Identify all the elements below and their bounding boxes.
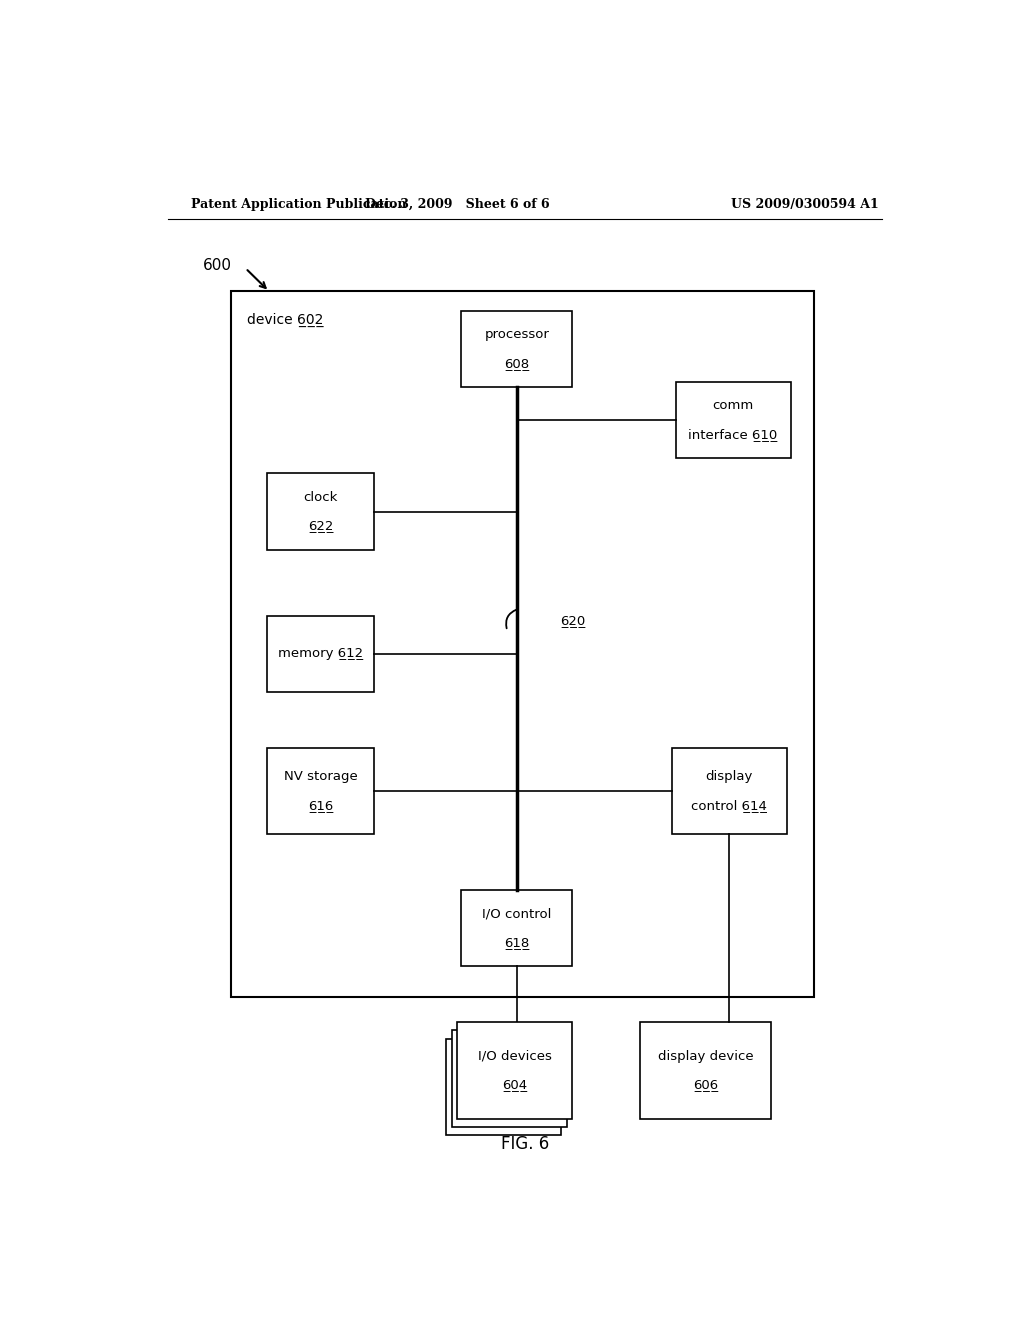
Text: I/O devices: I/O devices bbox=[478, 1049, 552, 1063]
Text: processor: processor bbox=[484, 329, 549, 342]
Text: NV storage: NV storage bbox=[284, 771, 357, 783]
Text: display: display bbox=[706, 771, 753, 783]
Text: 6̲2̲2̲: 6̲2̲2̲ bbox=[308, 519, 333, 532]
Bar bbox=[231, 290, 814, 997]
Bar bbox=[267, 616, 374, 692]
Bar bbox=[446, 1039, 561, 1135]
Text: comm: comm bbox=[713, 400, 754, 412]
Text: 6̲2̲0̲: 6̲2̲0̲ bbox=[560, 614, 586, 627]
Bar bbox=[461, 890, 572, 966]
Text: display device: display device bbox=[657, 1049, 754, 1063]
Text: 600: 600 bbox=[203, 257, 232, 273]
Text: Dec. 3, 2009   Sheet 6 of 6: Dec. 3, 2009 Sheet 6 of 6 bbox=[365, 198, 550, 211]
Bar bbox=[458, 1022, 572, 1119]
Text: clock: clock bbox=[303, 491, 338, 504]
Bar bbox=[676, 381, 791, 458]
Text: memory 6̲1̲2̲: memory 6̲1̲2̲ bbox=[278, 647, 364, 660]
Text: interface 6̲1̲0̲: interface 6̲1̲0̲ bbox=[688, 428, 778, 441]
Text: I/O control: I/O control bbox=[482, 908, 552, 920]
Text: 6̲1̲8̲: 6̲1̲8̲ bbox=[504, 936, 529, 949]
Text: 6̲1̲6̲: 6̲1̲6̲ bbox=[308, 799, 333, 812]
Bar bbox=[267, 474, 374, 549]
Text: 6̲0̲4̲: 6̲0̲4̲ bbox=[503, 1078, 527, 1092]
Text: FIG. 6: FIG. 6 bbox=[501, 1135, 549, 1154]
Text: 6̲0̲8̲: 6̲0̲8̲ bbox=[504, 356, 529, 370]
Text: device 6̲0̲2̲: device 6̲0̲2̲ bbox=[247, 313, 324, 327]
Text: control 6̲1̲4̲: control 6̲1̲4̲ bbox=[691, 799, 767, 812]
Text: US 2009/0300594 A1: US 2009/0300594 A1 bbox=[731, 198, 879, 211]
Bar bbox=[640, 1022, 771, 1119]
Bar bbox=[461, 312, 572, 387]
Bar bbox=[672, 748, 786, 834]
Bar bbox=[267, 748, 374, 834]
Bar bbox=[452, 1031, 567, 1127]
Text: 6̲0̲6̲: 6̲0̲6̲ bbox=[693, 1078, 718, 1092]
Text: Patent Application Publication: Patent Application Publication bbox=[191, 198, 407, 211]
